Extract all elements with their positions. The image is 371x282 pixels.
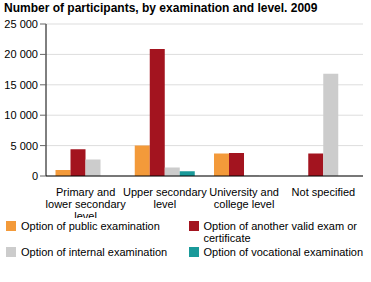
html-text:Option of vocational examinati: Option of vocational examination	[203, 246, 364, 258]
html-text:Option of internal examination: Option of internal examination	[21, 246, 168, 258]
svg-text:Primary and: Primary and	[56, 186, 115, 198]
html-text:Number of participants, by exa: Number of participants, by examination a…	[4, 1, 318, 15]
svg-text:0: 0	[32, 170, 38, 182]
svg-text:University and: University and	[209, 186, 279, 198]
html-text:Option of public examination: Option of public examination	[21, 220, 160, 232]
svg-text:20 000: 20 000	[8, 48, 38, 60]
svg-text:5 000: 5 000	[10, 140, 38, 152]
html-text:Option of another valid exam o: Option of another valid exam or certific…	[203, 220, 357, 244]
svg-text:15 000: 15 000	[8, 79, 38, 91]
svg-text:10 000: 10 000	[8, 109, 38, 121]
svg-text:level: level	[154, 198, 177, 210]
svg-text:Not specified: Not specified	[292, 186, 356, 198]
svg-text:lower secondary: lower secondary	[46, 198, 127, 210]
svg-text:level: level	[74, 210, 97, 218]
svg-text:college level: college level	[214, 198, 275, 210]
svg-text:Upper secondary: Upper secondary	[123, 186, 207, 198]
svg-text:25 000: 25 000	[8, 18, 38, 30]
